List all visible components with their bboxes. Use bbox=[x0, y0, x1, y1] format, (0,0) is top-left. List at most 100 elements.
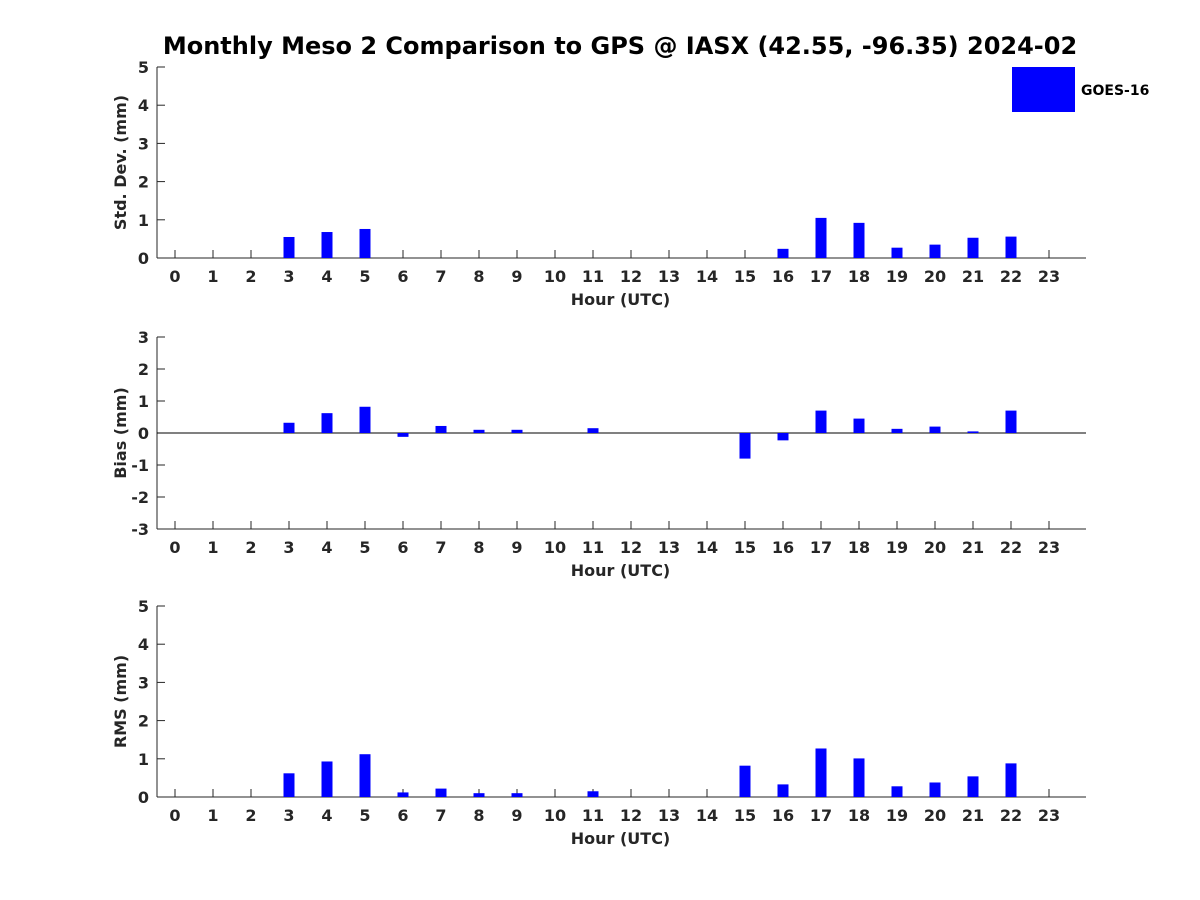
x-tick-label: 3 bbox=[283, 806, 294, 825]
y-tick-label: 1 bbox=[138, 750, 149, 769]
bar-hour-22 bbox=[1005, 236, 1017, 258]
bar-hour-8 bbox=[473, 429, 485, 433]
x-tick-label: 17 bbox=[810, 267, 832, 286]
y-tick-label: 3 bbox=[138, 328, 149, 347]
bar-hour-20 bbox=[929, 782, 941, 797]
y-tick-label: 0 bbox=[138, 249, 149, 268]
bar-hour-19 bbox=[891, 786, 903, 797]
x-tick-label: 12 bbox=[620, 267, 642, 286]
y-tick-label: 3 bbox=[138, 673, 149, 692]
x-tick-label: 4 bbox=[321, 538, 332, 557]
bar-hour-16 bbox=[777, 433, 789, 441]
bar-hour-5 bbox=[359, 406, 371, 433]
bar-hour-18 bbox=[853, 418, 865, 433]
x-tick-label: 16 bbox=[772, 267, 794, 286]
y-tick-label: 5 bbox=[138, 58, 149, 77]
figure-title: Monthly Meso 2 Comparison to GPS @ IASX … bbox=[163, 32, 1077, 60]
x-axis-label: Hour (UTC) bbox=[571, 290, 671, 309]
y-tick-label: 0 bbox=[138, 424, 149, 443]
x-tick-label: 12 bbox=[620, 806, 642, 825]
legend-swatch bbox=[1012, 67, 1075, 112]
x-tick-label: 15 bbox=[734, 267, 756, 286]
x-tick-label: 0 bbox=[169, 267, 180, 286]
bar-hour-17 bbox=[815, 748, 827, 797]
x-tick-label: 22 bbox=[1000, 806, 1022, 825]
x-tick-label: 12 bbox=[620, 538, 642, 557]
y-tick-label: 4 bbox=[138, 635, 149, 654]
y-tick-label: 2 bbox=[138, 173, 149, 192]
x-tick-label: 8 bbox=[473, 806, 484, 825]
bar-hour-6 bbox=[397, 433, 409, 437]
x-tick-label: 9 bbox=[511, 806, 522, 825]
bar-hour-20 bbox=[929, 426, 941, 433]
x-tick-label: 18 bbox=[848, 806, 870, 825]
bar-hour-3 bbox=[283, 236, 295, 258]
x-tick-label: 19 bbox=[886, 267, 908, 286]
bar-hour-5 bbox=[359, 228, 371, 258]
x-tick-label: 6 bbox=[397, 267, 408, 286]
x-tick-label: 11 bbox=[582, 538, 604, 557]
x-tick-label: 22 bbox=[1000, 538, 1022, 557]
x-tick-label: 10 bbox=[544, 538, 566, 557]
bar-hour-17 bbox=[815, 217, 827, 258]
bar-hour-4 bbox=[321, 413, 333, 433]
y-tick-label: -1 bbox=[131, 456, 149, 475]
bar-hour-16 bbox=[777, 248, 789, 258]
bar-hour-19 bbox=[891, 247, 903, 258]
x-tick-label: 17 bbox=[810, 538, 832, 557]
x-tick-label: 0 bbox=[169, 538, 180, 557]
x-tick-label: 9 bbox=[511, 538, 522, 557]
x-tick-label: 5 bbox=[359, 538, 370, 557]
bar-hour-4 bbox=[321, 232, 333, 258]
x-tick-label: 11 bbox=[582, 806, 604, 825]
x-tick-label: 6 bbox=[397, 538, 408, 557]
bar-hour-4 bbox=[321, 761, 333, 797]
bar-hour-8 bbox=[473, 793, 485, 797]
x-tick-label: 2 bbox=[245, 538, 256, 557]
x-tick-label: 15 bbox=[734, 806, 756, 825]
x-tick-label: 7 bbox=[435, 538, 446, 557]
x-tick-label: 13 bbox=[658, 267, 680, 286]
x-tick-label: 23 bbox=[1038, 538, 1060, 557]
bar-hour-21 bbox=[967, 237, 979, 258]
x-tick-label: 19 bbox=[886, 806, 908, 825]
x-tick-label: 10 bbox=[544, 267, 566, 286]
x-tick-label: 23 bbox=[1038, 806, 1060, 825]
y-tick-label: 2 bbox=[138, 712, 149, 731]
y-tick-label: 1 bbox=[138, 392, 149, 411]
x-tick-label: 4 bbox=[321, 806, 332, 825]
x-tick-label: 3 bbox=[283, 267, 294, 286]
x-tick-label: 8 bbox=[473, 267, 484, 286]
x-tick-label: 1 bbox=[207, 538, 218, 557]
x-tick-label: 21 bbox=[962, 267, 984, 286]
y-tick-label: 0 bbox=[138, 788, 149, 807]
x-tick-label: 7 bbox=[435, 806, 446, 825]
x-tick-label: 3 bbox=[283, 538, 294, 557]
y-tick-label: 4 bbox=[138, 96, 149, 115]
x-tick-label: 0 bbox=[169, 806, 180, 825]
legend-label: GOES-16 bbox=[1081, 83, 1149, 99]
x-tick-label: 6 bbox=[397, 806, 408, 825]
x-tick-label: 14 bbox=[696, 267, 718, 286]
bar-hour-3 bbox=[283, 422, 295, 433]
y-axis-label: Std. Dev. (mm) bbox=[111, 95, 130, 230]
x-tick-label: 23 bbox=[1038, 267, 1060, 286]
x-tick-label: 13 bbox=[658, 806, 680, 825]
x-tick-label: 20 bbox=[924, 267, 946, 286]
x-tick-label: 21 bbox=[962, 806, 984, 825]
x-tick-label: 18 bbox=[848, 538, 870, 557]
bar-hour-7 bbox=[435, 425, 447, 433]
x-tick-label: 10 bbox=[544, 806, 566, 825]
x-tick-label: 5 bbox=[359, 267, 370, 286]
bar-hour-15 bbox=[739, 433, 751, 459]
bar-hour-9 bbox=[511, 793, 523, 797]
x-tick-label: 14 bbox=[696, 538, 718, 557]
x-tick-label: 13 bbox=[658, 538, 680, 557]
x-tick-label: 19 bbox=[886, 538, 908, 557]
bar-hour-21 bbox=[967, 431, 979, 433]
x-tick-label: 15 bbox=[734, 538, 756, 557]
